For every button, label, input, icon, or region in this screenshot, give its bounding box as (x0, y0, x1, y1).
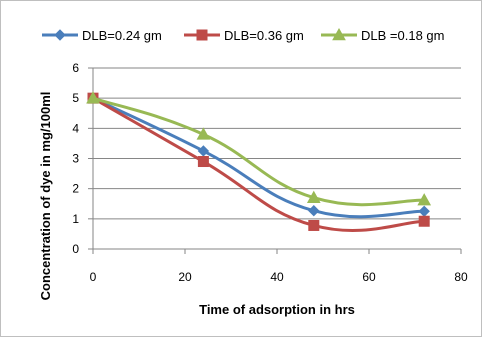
gridlines (93, 67, 461, 220)
x-tick-label: 0 (90, 270, 97, 284)
legend-label-2: DLB=0.36 gm (224, 28, 304, 43)
series-line-3 (92, 96, 425, 207)
data-point (86, 91, 100, 104)
data-point (197, 145, 210, 157)
y-tick-label: 1 (72, 212, 79, 226)
legend-marker-1 (54, 29, 66, 41)
x-tick-label: 60 (362, 270, 376, 284)
data-point (418, 215, 430, 227)
y-tick-label: 0 (72, 242, 79, 256)
x-tick-label: 80 (454, 270, 468, 284)
data-point (196, 127, 211, 140)
legend: DLB=0.24 gm DLB=0.36 gm DLB =0.18 gm (42, 27, 444, 43)
y-tick-label: 4 (72, 121, 79, 135)
y-tick-label: 6 (72, 61, 79, 75)
legend-label-3: DLB =0.18 gm (361, 28, 444, 43)
x-tick-label: 40 (270, 270, 284, 284)
series-group (86, 91, 432, 233)
y-tick-label: 2 (72, 182, 79, 196)
legend-label-1: DLB=0.24 gm (82, 28, 162, 43)
x-axis-title: Time of adsorption in hrs (199, 302, 355, 317)
series-line-2 (92, 96, 425, 233)
legend-marker-3 (332, 27, 346, 41)
data-point (197, 156, 209, 168)
data-point (417, 193, 432, 206)
y-axis-title: Concentration of dye in mg/100ml (38, 92, 53, 301)
series-line-1 (92, 96, 425, 219)
data-point (308, 204, 320, 217)
data-point (308, 219, 320, 231)
data-point (306, 190, 321, 204)
y-tick-label: 3 (72, 152, 79, 166)
legend-marker-2 (196, 29, 208, 41)
y-tick-label: 5 (72, 91, 79, 105)
x-tick-label: 20 (178, 270, 192, 284)
